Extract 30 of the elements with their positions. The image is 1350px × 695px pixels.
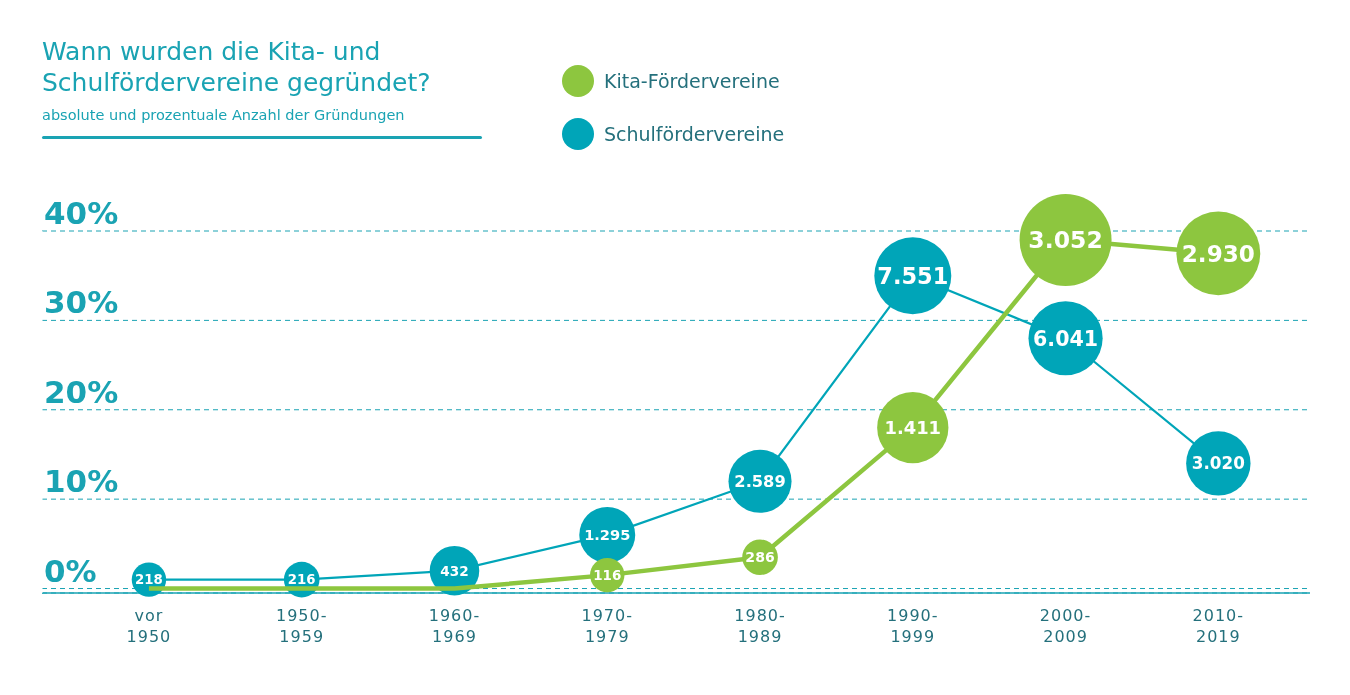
x-tick-label: 2010-2019 xyxy=(1192,606,1245,646)
annotation: 3.052 xyxy=(1028,226,1103,255)
legend-label: Kita-Fördervereine xyxy=(604,70,780,92)
chart-title: Wann wurden die Kita- und Schulfördervereine gegründet? xyxy=(42,36,432,98)
legend-label: Schulfördervereine xyxy=(604,123,785,145)
x-tick-label: 1970-1979 xyxy=(581,606,633,646)
x-tick-label: 1990-1999 xyxy=(887,606,939,646)
annotation: 216 xyxy=(287,572,316,588)
x-tick-label: 1960-1969 xyxy=(428,606,481,646)
y-tick-label: 20% xyxy=(44,373,119,410)
y-tick-label: 10% xyxy=(44,463,119,500)
y-tick-label: 0% xyxy=(44,552,97,589)
y-tick-label: 30% xyxy=(44,284,119,321)
x-tick-label: 1950-1959 xyxy=(275,606,328,646)
x-tick-label: 1980-1989 xyxy=(734,606,786,646)
annotation: 2.930 xyxy=(1181,240,1255,267)
annotation: 116 xyxy=(593,567,622,583)
annotation: 6.041 xyxy=(1033,326,1099,351)
annotation: 432 xyxy=(440,562,469,579)
y-tick-label: 40% xyxy=(44,195,119,231)
x-tick-label: 2000-2009 xyxy=(1039,606,1092,646)
annotation: 1.411 xyxy=(884,417,942,439)
chart-subtitle: absolute und prozentuale Anzahl der Gründungen xyxy=(42,107,406,123)
annotation: 218 xyxy=(135,572,163,588)
x-tick-label: vor 1950 xyxy=(126,606,172,646)
annotation: 286 xyxy=(745,549,775,566)
annotation: 3.020 xyxy=(1191,453,1245,474)
annotation: 2.589 xyxy=(734,472,786,492)
annotation: 1.295 xyxy=(584,526,631,544)
annotation: 7.551 xyxy=(877,262,949,289)
